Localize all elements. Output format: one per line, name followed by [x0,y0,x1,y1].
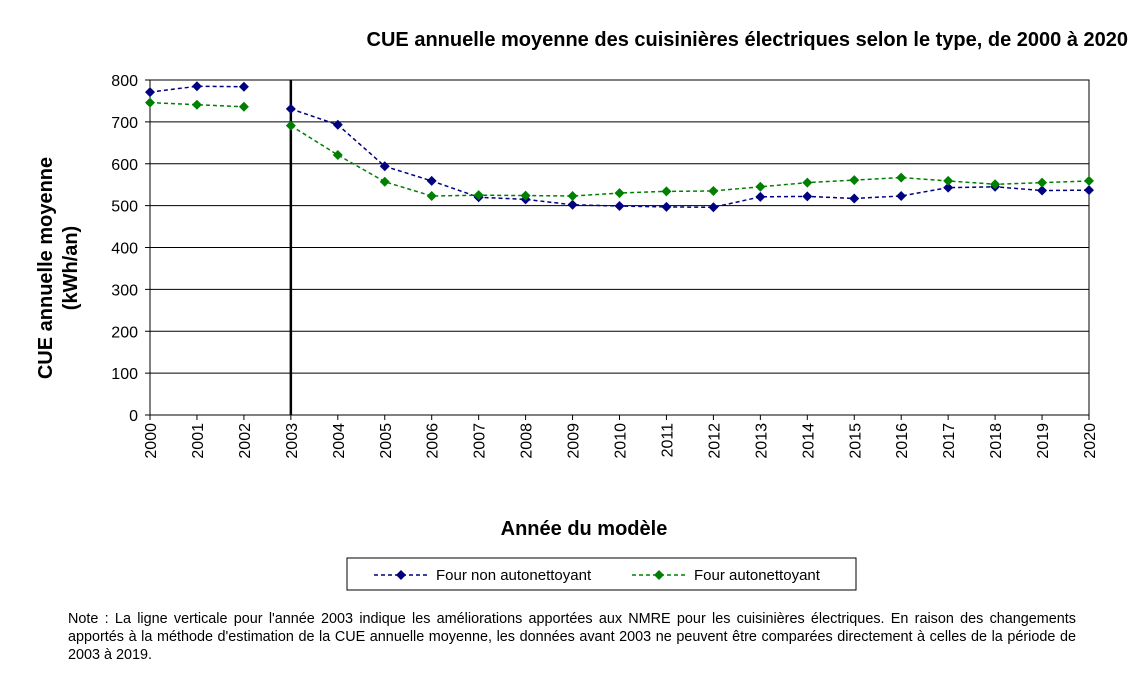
data-point [943,182,954,193]
data-point [332,119,343,130]
data-point [755,181,766,192]
y-tick-label: 400 [111,241,138,258]
data-point [379,161,390,172]
data-point [1084,185,1094,196]
x-tick-label: 2004 [331,423,348,459]
x-tick-label: 2018 [988,423,1005,459]
legend-marker-autonettoyant [654,570,664,580]
data-point [379,176,390,187]
x-tick-label: 2006 [425,423,442,459]
data-point [567,190,578,201]
data-point [708,202,719,213]
x-tick-label: 2007 [472,423,489,459]
data-point [567,199,578,210]
x-tick-label: 2015 [847,423,864,459]
series-0 [145,81,1094,213]
data-point [426,190,437,201]
data-point [661,186,672,197]
data-point [145,87,155,98]
chart-title: CUE annuelle moyenne des cuisinières éle… [367,29,1128,51]
data-point [191,99,202,110]
series-line [149,101,244,108]
data-point [755,191,766,202]
x-tick-label: 2012 [706,423,723,459]
data-point [1037,177,1048,188]
legend-box [346,557,857,591]
data-point [145,97,155,108]
x-axis: 2000 2001 2002 2003 2004 2005 2006 2007 2008 2009… [143,415,1099,459]
data-point [1037,185,1048,196]
data-point [943,175,954,186]
series-line [290,125,1090,197]
x-tick-label: 2003 [284,423,301,459]
x-tick-label: 2011 [659,423,676,458]
data-point [332,149,343,160]
y-tick-label: 200 [111,324,138,341]
x-tick-label: 2010 [613,423,630,459]
data-point [191,81,202,92]
legend-label-autonettoyant: Four autonettoyant [694,567,821,584]
x-tick-label: 2008 [519,423,536,459]
legend-item-autonettoyant: Four autonettoyant [632,567,821,584]
y-tick-label: 0 [129,408,138,425]
chart: CUE annuelle moyenne des cuisinières éle… [35,29,1128,591]
y-tick-label: 500 [111,199,138,216]
data-point [708,185,719,196]
data-point [520,190,531,201]
x-tick-label: 2020 [1082,423,1099,459]
x-tick-label: 2013 [753,423,770,459]
data-point [1084,175,1094,186]
x-tick-label: 2001 [190,423,207,459]
data-point [802,191,813,202]
series-1 [145,97,1094,201]
x-axis-title: Année du modèle [501,518,668,540]
x-tick-label: 2002 [237,423,254,459]
y-tick-label: 700 [111,115,138,132]
series-group [145,81,1094,213]
y-tick-label: 100 [111,366,138,383]
y-tick-label: 300 [111,282,138,299]
data-point [285,103,296,114]
data-point [473,190,484,201]
data-point [990,179,1001,190]
x-tick-label: 2000 [143,423,160,459]
x-tick-label: 2017 [941,423,958,459]
y-tick-label: 800 [111,73,138,90]
y-axis-title-line2: (kWh/an) [60,226,82,310]
x-tick-label: 2009 [566,423,583,459]
data-point [896,190,907,201]
data-point [238,81,249,92]
data-point [285,120,296,131]
x-tick-label: 2014 [800,423,817,459]
x-tick-label: 2019 [1035,423,1052,459]
data-point [802,177,813,188]
legend-marker-non-autonettoyant [396,570,406,580]
data-point [896,172,907,183]
y-axis-title: CUE annuelle moyenne (kWh/an) [35,157,82,379]
data-point [426,175,437,186]
y-axis-title-line1: CUE annuelle moyenne [35,157,57,379]
legend: Four non autonettoyant Four autonettoyan… [346,557,857,591]
y-tick-label: 600 [111,157,138,174]
data-point [849,175,860,186]
data-point [614,201,625,212]
data-point [661,201,672,212]
legend-label-non-autonettoyant: Four non autonettoyant [436,567,592,584]
y-axis: 0 100 200 300 400 500 600 700 800 [111,73,150,425]
x-tick-label: 2005 [378,423,395,459]
x-tick-label: 2016 [894,423,911,459]
data-point [238,101,249,112]
chart-note: Note : La ligne verticale pour l'année 2… [68,611,1076,663]
legend-item-non-autonettoyant: Four non autonettoyant [374,567,592,584]
series-line [290,108,1090,209]
data-point [849,193,860,204]
data-point [614,188,625,199]
series-line [149,85,244,93]
